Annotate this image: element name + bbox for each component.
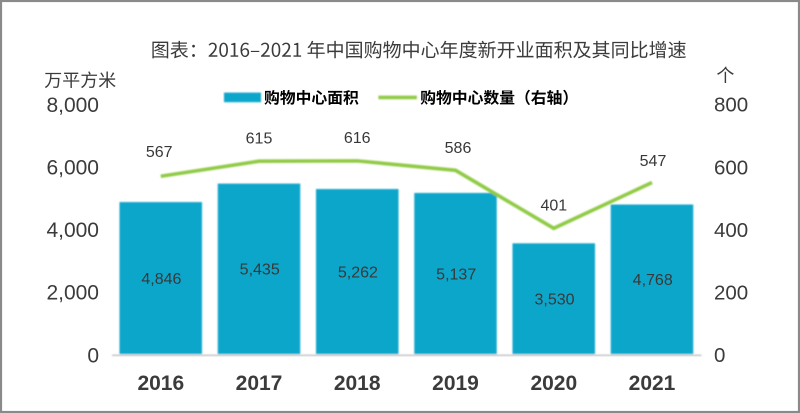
svg-text:401: 401	[540, 198, 567, 215]
svg-text:615: 615	[246, 131, 273, 148]
svg-text:600: 600	[714, 156, 748, 179]
svg-text:616: 616	[344, 130, 371, 147]
svg-text:4,846: 4,846	[141, 271, 181, 288]
svg-text:5,435: 5,435	[240, 262, 280, 279]
svg-text:586: 586	[445, 140, 472, 157]
svg-text:5,262: 5,262	[338, 264, 378, 281]
svg-text:4,768: 4,768	[633, 272, 673, 289]
svg-text:3,530: 3,530	[534, 292, 574, 309]
svg-text:800: 800	[714, 94, 748, 117]
svg-text:0: 0	[87, 344, 99, 367]
svg-text:2020: 2020	[530, 372, 577, 395]
svg-text:2018: 2018	[334, 372, 381, 395]
svg-text:547: 547	[640, 153, 667, 170]
svg-text:400: 400	[714, 219, 748, 242]
svg-text:2016: 2016	[137, 372, 184, 395]
svg-text:0: 0	[714, 344, 725, 367]
svg-text:2017: 2017	[236, 372, 283, 395]
svg-text:5,137: 5,137	[436, 266, 476, 283]
svg-text:2019: 2019	[432, 372, 479, 395]
svg-text:567: 567	[146, 144, 173, 161]
svg-text:2,000: 2,000	[46, 282, 99, 305]
svg-text:8,000: 8,000	[46, 94, 99, 117]
svg-text:2021: 2021	[629, 372, 676, 395]
svg-text:6,000: 6,000	[46, 157, 99, 180]
svg-text:200: 200	[714, 282, 748, 305]
svg-text:4,000: 4,000	[46, 219, 99, 242]
